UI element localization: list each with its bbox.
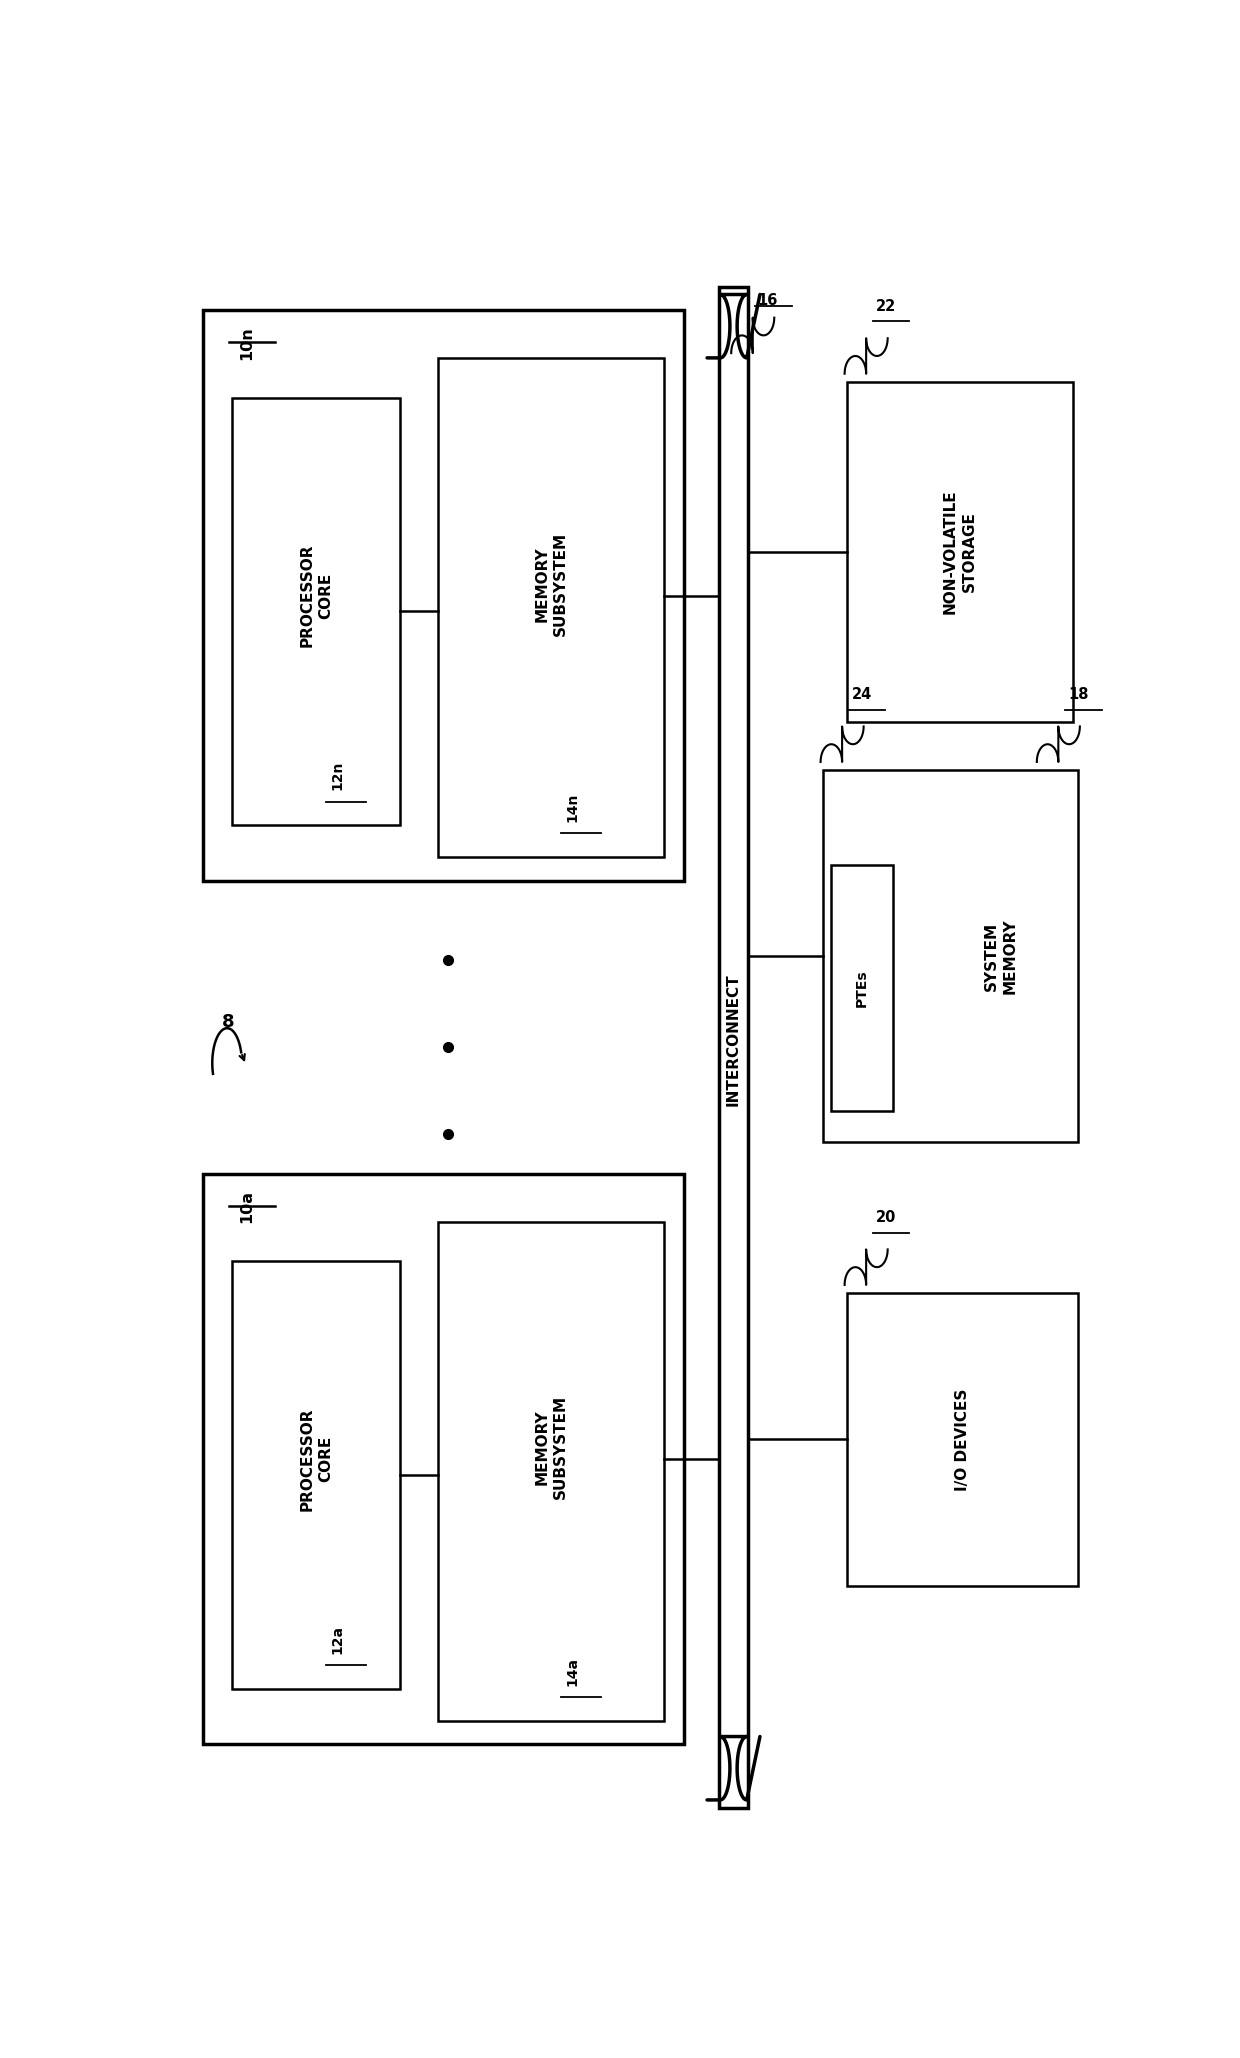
Text: 10n: 10n (239, 327, 254, 360)
Text: PROCESSOR
CORE: PROCESSOR CORE (299, 543, 332, 648)
Bar (203, 311, 683, 881)
Text: 20: 20 (875, 1210, 897, 1225)
Bar (823, 770, 1078, 1142)
Text: 14a: 14a (565, 1657, 579, 1686)
Text: 14n: 14n (565, 792, 579, 823)
Bar (439, 358, 665, 856)
Bar (232, 1262, 401, 1690)
Text: 10a: 10a (239, 1190, 254, 1222)
Text: PROCESSOR
CORE: PROCESSOR CORE (299, 1408, 332, 1511)
Text: PTEs: PTEs (854, 969, 869, 1006)
Text: I/O DEVICES: I/O DEVICES (955, 1389, 970, 1490)
Text: 8: 8 (222, 1013, 234, 1031)
Bar (847, 381, 1073, 722)
Bar (831, 864, 893, 1111)
Bar (439, 1222, 665, 1720)
Text: MEMORY
SUBSYSTEM: MEMORY SUBSYSTEM (534, 531, 568, 636)
Text: 22: 22 (875, 298, 897, 313)
Bar (203, 1173, 683, 1745)
Bar (232, 397, 401, 825)
Text: INTERCONNECT: INTERCONNECT (727, 973, 742, 1105)
Bar (847, 1292, 1078, 1587)
Text: NON-VOLATILE
STORAGE: NON-VOLATILE STORAGE (944, 490, 977, 615)
Text: 16: 16 (758, 292, 777, 309)
Text: MEMORY
SUBSYSTEM: MEMORY SUBSYSTEM (534, 1395, 568, 1500)
Bar (719, 286, 748, 1807)
Text: 24: 24 (852, 687, 872, 702)
Text: 12a: 12a (330, 1626, 345, 1655)
Text: 18: 18 (1068, 687, 1089, 702)
Text: SYSTEM
MEMORY: SYSTEM MEMORY (985, 918, 1018, 994)
Text: 12n: 12n (330, 761, 345, 790)
